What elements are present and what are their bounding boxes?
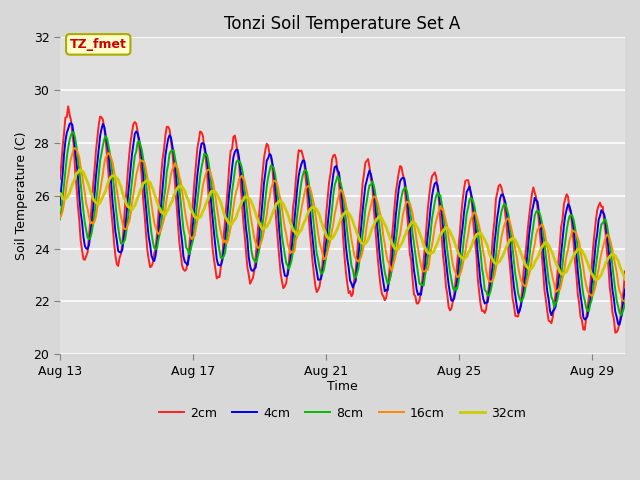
4cm: [471, 217, 479, 223]
16cm: [371, 194, 379, 200]
Line: 4cm: 4cm: [60, 123, 625, 324]
32cm: [56, 191, 64, 196]
16cm: [227, 224, 234, 230]
8cm: [56, 216, 64, 222]
4cm: [67, 120, 75, 126]
Line: 2cm: 2cm: [60, 107, 625, 333]
4cm: [616, 322, 623, 327]
2cm: [611, 330, 619, 336]
8cm: [454, 280, 462, 286]
2cm: [621, 268, 629, 274]
4cm: [566, 203, 573, 209]
Line: 8cm: 8cm: [60, 132, 625, 315]
32cm: [371, 219, 379, 225]
32cm: [566, 262, 573, 267]
2cm: [65, 104, 72, 109]
32cm: [592, 276, 600, 282]
8cm: [617, 312, 625, 318]
Text: TZ_fmet: TZ_fmet: [70, 38, 127, 51]
X-axis label: Time: Time: [327, 380, 358, 393]
16cm: [566, 238, 573, 243]
2cm: [371, 221, 379, 227]
8cm: [246, 235, 254, 241]
4cm: [56, 202, 64, 208]
2cm: [471, 238, 479, 243]
Line: 16cm: 16cm: [60, 148, 625, 301]
2cm: [454, 246, 462, 252]
2cm: [227, 148, 234, 154]
32cm: [77, 167, 84, 173]
8cm: [471, 206, 479, 212]
2cm: [246, 281, 254, 287]
Title: Tonzi Soil Temperature Set A: Tonzi Soil Temperature Set A: [224, 15, 461, 33]
4cm: [246, 263, 254, 269]
16cm: [71, 145, 79, 151]
4cm: [227, 179, 234, 184]
16cm: [621, 299, 629, 304]
16cm: [246, 210, 254, 216]
8cm: [68, 129, 76, 135]
32cm: [246, 196, 254, 202]
2cm: [56, 176, 64, 182]
8cm: [566, 213, 573, 219]
32cm: [227, 222, 234, 228]
32cm: [621, 276, 629, 282]
8cm: [621, 300, 629, 305]
16cm: [454, 274, 462, 279]
4cm: [371, 200, 379, 205]
4cm: [621, 287, 629, 292]
Legend: 2cm, 4cm, 8cm, 16cm, 32cm: 2cm, 4cm, 8cm, 16cm, 32cm: [154, 402, 531, 424]
Line: 32cm: 32cm: [60, 170, 625, 279]
32cm: [471, 235, 479, 240]
4cm: [454, 266, 462, 272]
32cm: [454, 250, 462, 256]
8cm: [371, 189, 379, 195]
Y-axis label: Soil Temperature (C): Soil Temperature (C): [15, 132, 28, 260]
8cm: [227, 204, 234, 210]
16cm: [56, 215, 64, 221]
16cm: [471, 210, 479, 216]
2cm: [566, 207, 573, 213]
